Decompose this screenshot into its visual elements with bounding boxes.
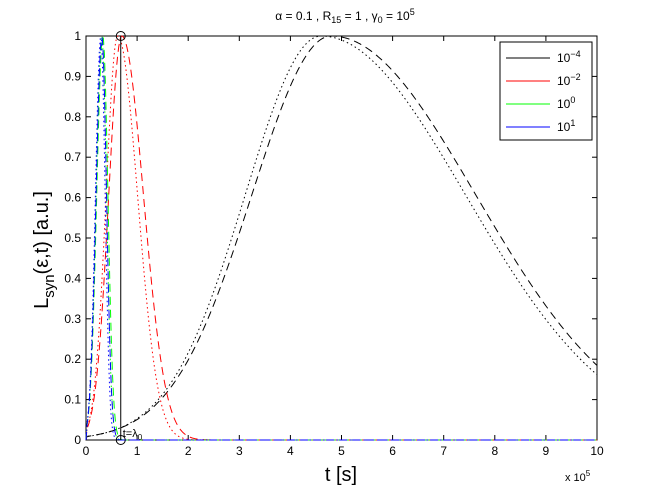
legend-entry-label: 10−2 <box>557 72 581 88</box>
y-tick-label: 1 <box>74 29 81 43</box>
y-tick-label: 0.7 <box>64 150 81 164</box>
y-tick-label: 0.5 <box>64 231 81 245</box>
x-tick-label: 3 <box>236 444 243 458</box>
lambda-marker-top-circle <box>115 31 126 41</box>
y-tick-label: 0.6 <box>64 191 81 205</box>
lambda-marker-bottom-circle <box>115 435 126 445</box>
y-tick-label: 0.4 <box>64 271 81 285</box>
series-line-dotted <box>85 36 597 441</box>
x-axis-multiplier: x 105 <box>565 469 591 484</box>
x-tick-label: 10 <box>590 444 604 458</box>
legend: 10−4 10−2 100 101 <box>499 41 593 141</box>
x-tick-label: 8 <box>491 444 498 458</box>
x-tick-label: 2 <box>185 444 192 458</box>
legend-entry-label: 100 <box>557 95 575 111</box>
y-tick-label: 0.9 <box>64 69 81 83</box>
y-tick-label: 0.3 <box>64 312 81 326</box>
x-axis-label: t [s] <box>325 464 357 486</box>
x-tick-label: 5 <box>338 444 345 458</box>
legend-entry-label: 101 <box>557 118 575 134</box>
x-tick-label: 7 <box>440 444 447 458</box>
series-line-dotted <box>85 35 598 441</box>
y-tick-label: 0.2 <box>64 352 81 366</box>
legend-entry-label: 10−4 <box>557 49 581 65</box>
y-tick-label: 0 <box>74 433 81 447</box>
series-line-dashed <box>85 35 597 441</box>
series-line-dashed <box>85 35 598 441</box>
x-tick-label: 6 <box>389 444 396 458</box>
plot-area: 0 1 2 3 4 5 6 7 8 9 1000.10.20.30.40.50.60.70.80.9… <box>64 29 604 458</box>
y-tick-label: 0.8 <box>64 110 81 124</box>
y-axis-label: Lsyn(ε,t) [a.u.] <box>31 191 58 309</box>
x-tick-label: 9 <box>543 444 550 458</box>
x-tick-label: 1 <box>134 444 141 458</box>
y-tick-label: 0.1 <box>64 393 81 407</box>
chart-title: α = 0.1 , R15 = 1 , γ0 = 105 <box>275 7 414 25</box>
x-tick-label: 4 <box>287 444 294 458</box>
lambda-annotation: t=λ0 <box>123 428 143 442</box>
x-tick-label: 0 <box>83 444 90 458</box>
